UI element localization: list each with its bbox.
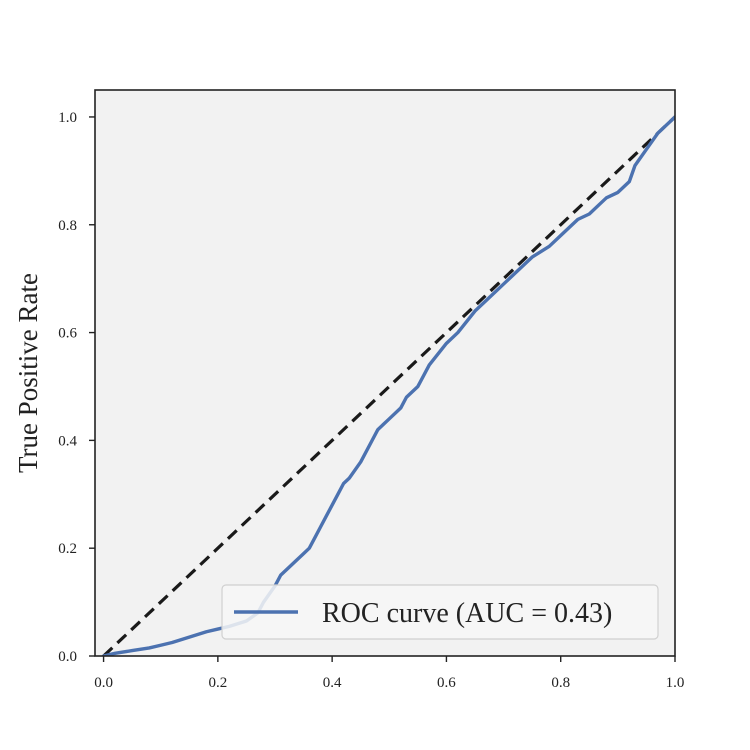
plot-frame <box>94 89 676 657</box>
y-axis: 0.0 0.2 0.4 0.6 0.8 1.0 <box>58 110 95 665</box>
y-tick-label: 0.8 <box>58 218 77 234</box>
x-tick-label: 0.8 <box>551 675 570 691</box>
y-tick-label: 0.4 <box>58 433 77 449</box>
plot-background <box>95 90 675 656</box>
x-tick-label: 0.6 <box>437 675 456 691</box>
chance-diagonal-line <box>102 115 675 656</box>
x-axis: 0.0 0.2 0.4 0.6 0.8 1.0 <box>94 656 684 691</box>
x-tick-label: 0.0 <box>94 675 113 691</box>
y-tick-label: 0.0 <box>58 649 77 665</box>
y-tick-label: 0.6 <box>58 326 77 342</box>
legend-box <box>221 584 659 640</box>
x-tick-label: 0.2 <box>208 675 227 691</box>
legend-label: ROC curve (AUC = 0.43) <box>322 598 612 629</box>
y-tick-label: 1.0 <box>58 110 77 126</box>
x-tick-label: 0.4 <box>323 675 342 691</box>
x-tick-label: 1.0 <box>666 675 685 691</box>
legend: ROC curve (AUC = 0.43) <box>221 584 659 640</box>
y-axis-title: True Positive Rate <box>13 273 43 473</box>
y-tick-label: 0.2 <box>58 541 77 557</box>
